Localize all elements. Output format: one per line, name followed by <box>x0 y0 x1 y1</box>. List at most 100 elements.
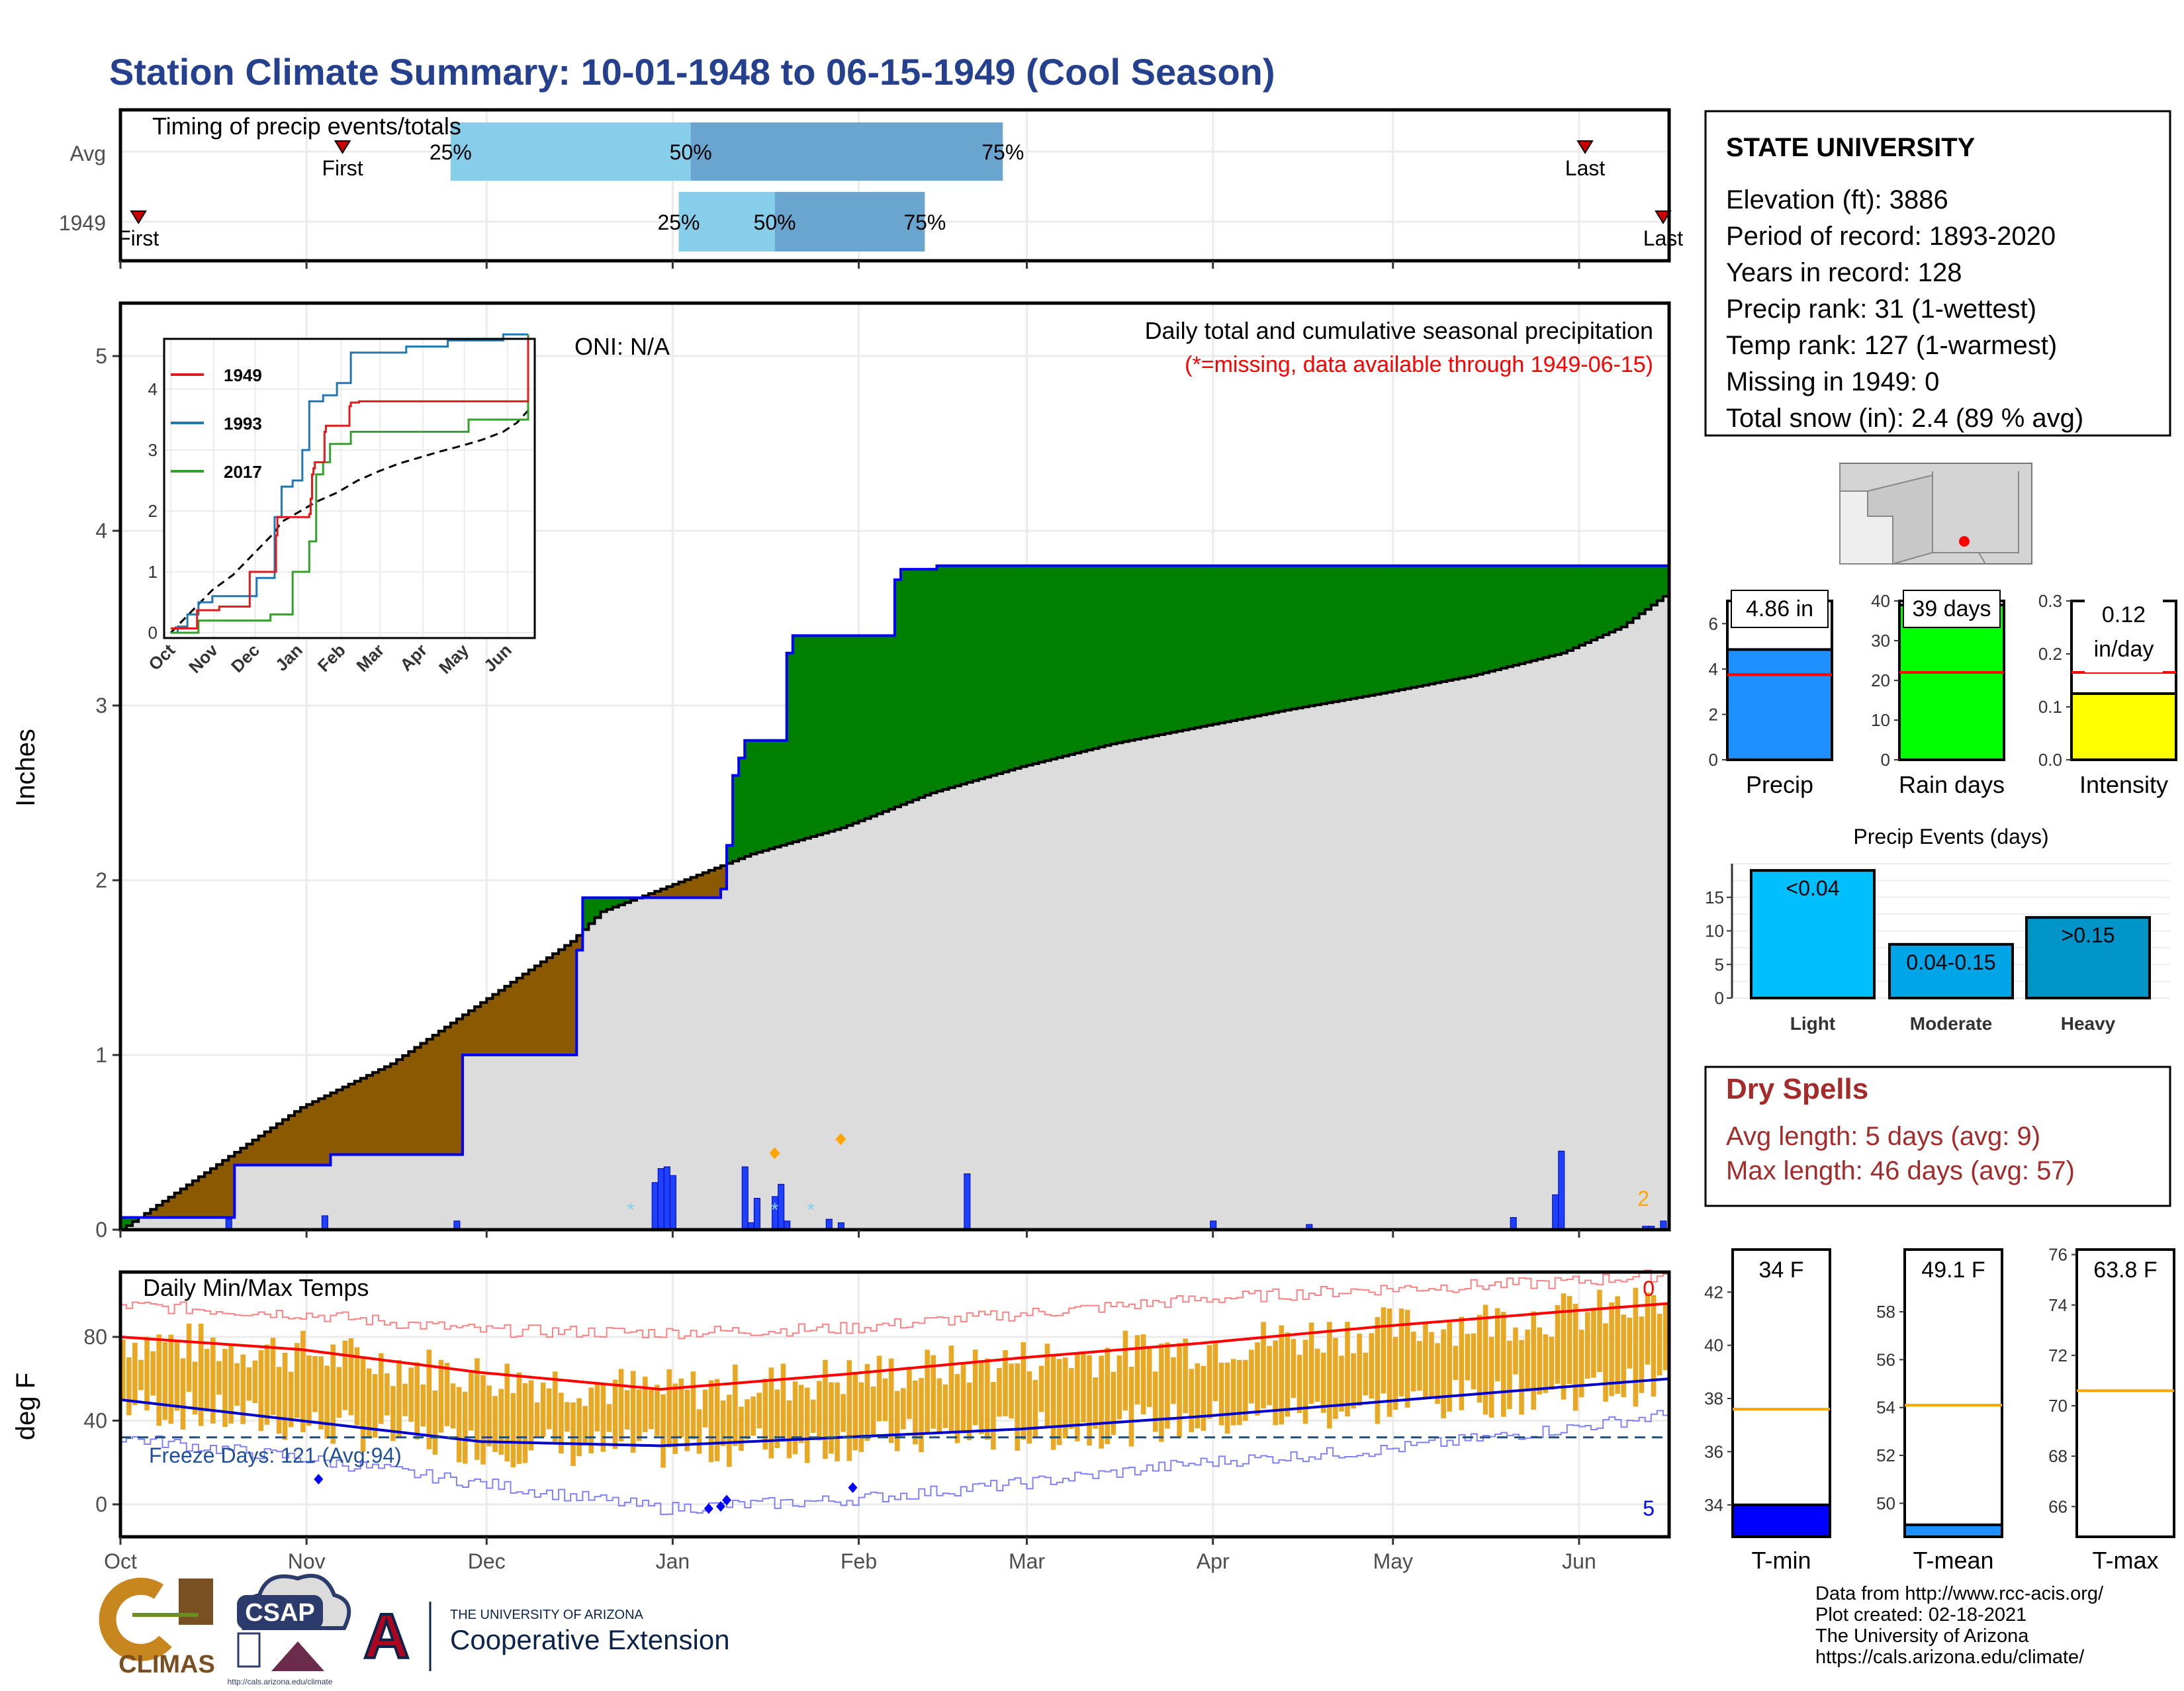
precip-surplus-band <box>1477 565 1484 674</box>
daily-temp-bar <box>612 1379 618 1449</box>
precip-surplus-band <box>756 740 764 852</box>
daily-temp-bar <box>486 1385 492 1447</box>
precip-surplus-band <box>1285 565 1292 711</box>
daily-temp-bar <box>450 1383 456 1429</box>
precip-y-tick-label: 2 <box>95 868 107 892</box>
daily-temp-bar <box>1009 1363 1014 1419</box>
precip-surplus-band <box>1639 565 1646 614</box>
precip-surplus-band <box>1032 565 1040 764</box>
precip-surplus-band <box>1003 565 1009 772</box>
daily-temp-bar <box>960 1363 966 1434</box>
precip-surplus-band <box>618 897 625 905</box>
precip-cumulative-line <box>120 380 1670 1219</box>
precip-deficit-band <box>480 1002 487 1055</box>
precip-deficit-band <box>528 970 535 1055</box>
daily-temp-bar <box>1087 1355 1092 1446</box>
precip-deficit-band <box>655 891 661 898</box>
precip-deficit-band <box>462 1015 469 1055</box>
precip-surplus-band <box>588 897 596 924</box>
inset-month-label: Apr <box>396 640 431 675</box>
daily-temp-bar <box>210 1338 216 1424</box>
daily-temp-bar <box>1285 1332 1291 1417</box>
daily-temp-bar <box>804 1387 810 1463</box>
precip-surplus-band <box>1453 565 1460 680</box>
precip-surplus-band <box>997 565 1003 774</box>
daily-temp-bar <box>1369 1333 1375 1399</box>
precip-deficit-band <box>318 1099 325 1165</box>
precip-surplus-band <box>1230 565 1238 721</box>
precip-deficit-band <box>414 1047 422 1155</box>
daily-temp-bar <box>570 1402 576 1466</box>
daily-temp-bar <box>1494 1308 1500 1382</box>
station-line: Precip rank: 31 (1-wettest) <box>1726 295 2036 324</box>
footer-line: Data from http://www.rcc-acis.org/ <box>1815 1583 2104 1604</box>
precip-surplus-band <box>1146 565 1154 737</box>
daily-temp-bar <box>931 1355 936 1429</box>
events-bar-label: <0.04 <box>1786 876 1840 900</box>
precip-deficit-band <box>222 1160 229 1218</box>
precip-deficit-band <box>708 870 715 898</box>
timing-panel: 25% 50% 75% First Last 25% 50% 75% First Last Tim… <box>59 108 1683 263</box>
daily-temp-bar <box>852 1374 858 1451</box>
daily-temp-bar <box>288 1371 294 1428</box>
daily-temp-bar <box>1056 1359 1062 1445</box>
temp-summary-value: 63.8 F <box>2093 1257 2157 1283</box>
temperature-bar-charts: 34 36 38 40 42 34 F T-min 50 52 54 56 58 49.1 F T-mea… <box>1704 1245 2175 1574</box>
daily-temp-bar <box>282 1353 288 1440</box>
precip-deficit-band <box>258 1136 265 1165</box>
daily-temp-bar <box>966 1382 972 1441</box>
precip-deficit-band <box>204 1172 211 1218</box>
daily-temp-bar <box>618 1369 624 1442</box>
daily-temp-bar <box>829 1382 834 1454</box>
precip-deficit-band <box>510 982 518 1055</box>
precip-surplus-band <box>1404 565 1412 689</box>
timing-last-marker <box>1576 140 1594 154</box>
precip-surplus-band <box>1320 565 1328 704</box>
daily-temp-bar <box>600 1385 606 1452</box>
temp-summary-tick-label: 74 <box>2048 1295 2068 1315</box>
precip-deficit-band <box>720 866 727 890</box>
precip-surplus-band <box>948 565 956 788</box>
csap-logo-text: CSAP <box>245 1599 315 1627</box>
daily-temp-bar <box>1525 1329 1530 1392</box>
daily-temp-bar <box>372 1374 378 1438</box>
daily-temp-bar <box>1122 1330 1128 1411</box>
timing-bars: 25% 50% 75% First Last 25% 50% 75% First Last <box>118 122 1683 251</box>
daily-temp-bar <box>1513 1327 1518 1375</box>
precip-surplus-band <box>606 897 614 910</box>
summary-value-label: 0.12 <box>2102 602 2146 627</box>
daily-temp-bar <box>1585 1312 1590 1379</box>
precip-surplus-band <box>132 1217 139 1222</box>
temp-summary-tick-label: 34 <box>1704 1495 1723 1515</box>
temp-y-tick-label: 40 <box>83 1409 107 1433</box>
daily-temp-bar <box>606 1404 612 1432</box>
daily-temp-bar <box>295 1343 300 1418</box>
precip-deficit-band <box>504 986 512 1055</box>
summary-bar <box>2070 692 2177 761</box>
snow-marker: * <box>771 1199 779 1221</box>
daily-temp-bar <box>354 1347 360 1426</box>
daily-temp-bar <box>379 1353 384 1424</box>
daily-temp-bar <box>660 1394 666 1468</box>
temp-summary-tick-label: 54 <box>1876 1398 1895 1418</box>
events-bar-label: 0.04-0.15 <box>1906 950 1995 974</box>
inset-y-tick-label: 2 <box>148 501 158 521</box>
daily-temp-bar <box>1206 1345 1212 1419</box>
daily-temp-bar <box>1153 1371 1158 1432</box>
precip-deficit-band <box>684 880 692 898</box>
events-tick-label: 10 <box>1705 921 1724 941</box>
precip-surplus-band <box>1381 565 1388 694</box>
daily-temp-bar <box>504 1363 510 1462</box>
inset-line-2017 <box>171 334 529 634</box>
daily-temp-bar <box>1183 1338 1188 1414</box>
temp-layers <box>120 1269 1670 1516</box>
daily-temp-bar <box>1645 1292 1651 1365</box>
precip-deficit-band <box>570 941 577 1055</box>
daily-temp-bar <box>1093 1377 1098 1429</box>
timing-last-label: Last <box>1643 226 1684 250</box>
month-label: Dec <box>468 1549 506 1573</box>
daily-temp-bar <box>1531 1311 1536 1410</box>
precip-surplus-band <box>1236 565 1244 720</box>
daily-temp-bar <box>420 1384 426 1427</box>
